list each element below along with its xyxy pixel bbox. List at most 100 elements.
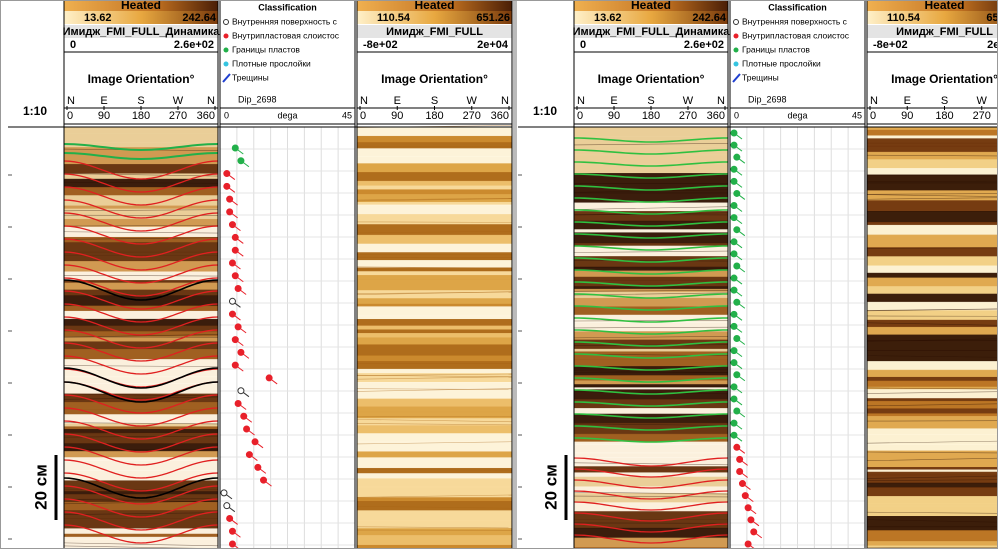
- tadpole: [231, 361, 239, 369]
- image-streak: [356, 291, 513, 295]
- tadpole: [223, 170, 231, 178]
- tadpole: [730, 202, 738, 210]
- image-stripe: [867, 434, 998, 445]
- degree-label: 270: [679, 110, 697, 122]
- image-stripe: [867, 265, 998, 274]
- image-stripe: [574, 229, 728, 233]
- image-stripe: [574, 511, 728, 520]
- palette-min: 13.62: [84, 12, 112, 24]
- orientation-label: Image Orientation°: [88, 72, 195, 86]
- image-stripe: [867, 286, 998, 295]
- image-streak: [866, 194, 998, 197]
- bed-boundary: [573, 501, 729, 511]
- image-streak: [866, 403, 998, 407]
- image-stripe: [64, 142, 218, 148]
- tadpole: [738, 480, 746, 488]
- image-stripe: [867, 496, 998, 505]
- image-stripe: [574, 242, 728, 247]
- image-stripe: [64, 423, 218, 427]
- image-stripe: [357, 279, 512, 291]
- panel-separator: [513, 0, 517, 549]
- direction-label: E: [100, 95, 107, 107]
- direction-label: S: [941, 95, 948, 107]
- direction-label: W: [683, 95, 694, 107]
- tadpole: [730, 395, 738, 403]
- image-stripe: [867, 450, 998, 462]
- image-stripe: [867, 159, 998, 169]
- tadpole: [223, 182, 231, 190]
- classification-title: Classification: [258, 2, 317, 12]
- bed-boundary: [574, 377, 728, 383]
- dip-max: 45: [342, 110, 352, 120]
- track-frame: [729, 0, 866, 549]
- bed-boundary: [574, 305, 728, 311]
- bed-boundary: [63, 303, 219, 323]
- image-streak: [356, 374, 513, 378]
- image-stripe: [574, 183, 728, 194]
- image-streak: [63, 173, 219, 177]
- track-frame: [219, 0, 356, 549]
- image-stripe: [64, 255, 218, 262]
- tadpole: [744, 540, 752, 548]
- image-stripe: [64, 480, 218, 490]
- image-stripe: [357, 497, 512, 502]
- tadpole: [730, 419, 738, 427]
- legend-marker: [222, 73, 231, 83]
- bed-boundary: [574, 401, 728, 407]
- image-streak: [356, 145, 513, 148]
- image-stripe: [574, 306, 728, 316]
- bed-boundary: [573, 468, 729, 478]
- image-stripe: [574, 211, 728, 222]
- image-stripe: [357, 148, 512, 157]
- image-stripe: [867, 224, 998, 236]
- image-stripe: [574, 322, 728, 332]
- image-stripe: [64, 129, 218, 135]
- image-stripe: [867, 474, 998, 484]
- image-stripe: [64, 289, 218, 296]
- image-stripe: [64, 470, 218, 481]
- image-stripe: [357, 204, 512, 215]
- bed-boundary: [63, 264, 219, 284]
- image-stripe: [867, 416, 998, 423]
- tadpole: [741, 492, 749, 500]
- curve-name-bg: [357, 25, 512, 38]
- image-stripe: [357, 254, 512, 258]
- legend-marker: [733, 33, 739, 39]
- orientation-label: Image Orientation°: [598, 72, 705, 86]
- image-stripe: [357, 234, 512, 245]
- image-stripe: [357, 142, 512, 149]
- image-streak: [573, 143, 729, 146]
- bed-boundary: [573, 523, 729, 533]
- tadpole: [730, 141, 738, 149]
- image-stripe: [64, 546, 218, 549]
- image-streak: [866, 247, 998, 249]
- degree-label: 90: [608, 110, 620, 122]
- image-stripe: [867, 505, 998, 517]
- curve-left: -8e+02: [363, 39, 398, 51]
- image-streak: [573, 189, 729, 193]
- image-stripe: [64, 195, 218, 207]
- bed-boundary: [574, 185, 728, 191]
- bed-boundary: [63, 511, 219, 531]
- image-streak: [356, 376, 513, 380]
- bed-boundary: [63, 498, 219, 518]
- image-stripe: [357, 441, 512, 452]
- image-streak: [356, 423, 513, 426]
- image-stripe: [867, 350, 998, 362]
- orientation-label: Image Orientation°: [891, 72, 998, 86]
- direction-label: N: [360, 95, 368, 107]
- direction-label: N: [207, 95, 215, 107]
- image-stripe: [64, 331, 218, 337]
- tadpole: [226, 195, 234, 203]
- image-streak: [356, 441, 513, 445]
- bed-boundary: [573, 479, 729, 489]
- image-streak: [356, 230, 513, 234]
- image-stripe: [64, 336, 218, 342]
- image-stripe: [357, 257, 512, 261]
- bed-boundary: [63, 316, 219, 336]
- tadpole: [234, 285, 242, 293]
- image-streak: [573, 423, 729, 426]
- image-stripe: [357, 180, 512, 187]
- bed-boundary: [574, 341, 728, 347]
